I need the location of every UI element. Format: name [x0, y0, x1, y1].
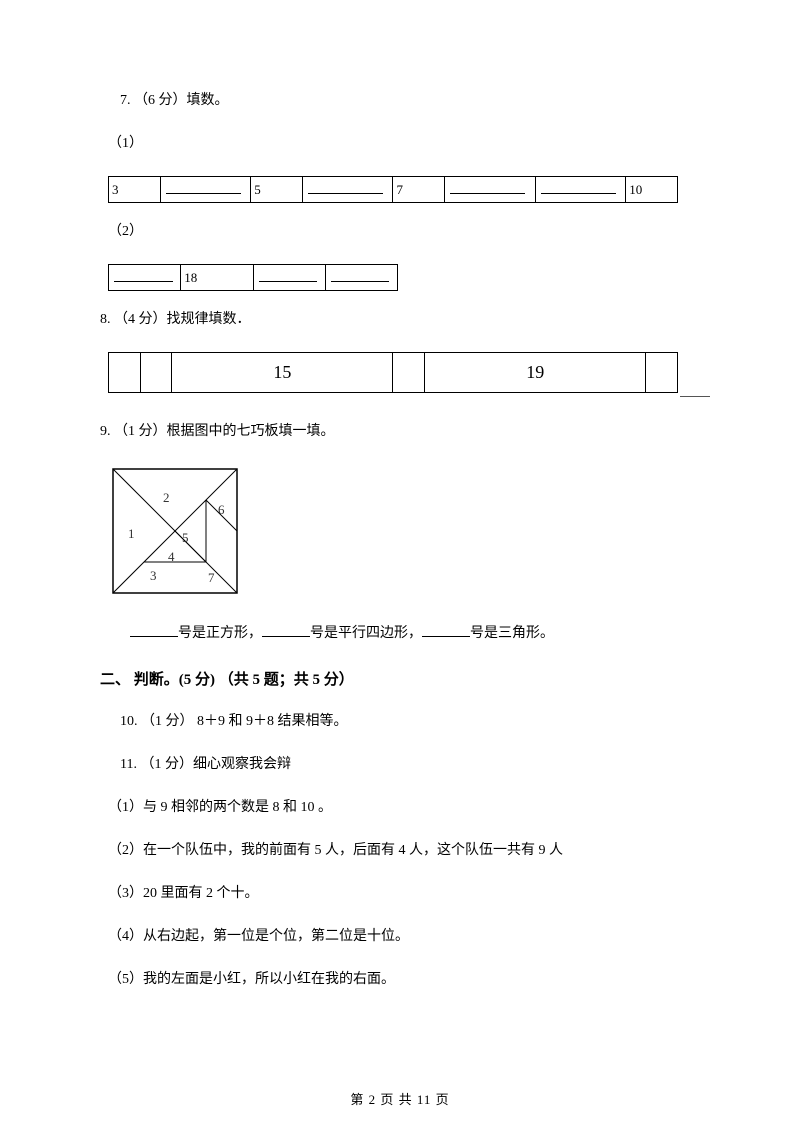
q8-c0[interactable] [109, 353, 141, 393]
q8-c3[interactable] [393, 353, 425, 393]
q7-t1-c0: 3 [109, 177, 161, 203]
q7-t1-c1[interactable] [160, 177, 251, 203]
tangram-svg: 1 2 3 4 5 6 7 [108, 464, 242, 598]
svg-text:4: 4 [168, 549, 175, 564]
q8-c4: 19 [425, 353, 646, 393]
svg-text:2: 2 [163, 490, 170, 505]
svg-text:5: 5 [182, 530, 189, 545]
q8-c2: 15 [172, 353, 393, 393]
svg-text:1: 1 [128, 526, 135, 541]
q7-t2-c3[interactable] [325, 265, 397, 291]
q9-blank-3[interactable] [422, 623, 470, 637]
q7-t1-c3[interactable] [302, 177, 393, 203]
q11-sub-5: （5）我的左面是小红，所以小红在我的右面。 [108, 969, 700, 990]
table-row: 3 5 7 10 [109, 177, 678, 203]
q8-c1[interactable] [140, 353, 172, 393]
q7-t2-c2[interactable] [253, 265, 325, 291]
q7-t1-c7: 10 [626, 177, 678, 203]
svg-text:7: 7 [208, 570, 215, 585]
q9-fill-line: 号是正方形， 号是平行四边形， 号是三角形。 [130, 623, 700, 644]
table-row: 18 [109, 265, 398, 291]
q7-t1-c5[interactable] [445, 177, 536, 203]
q7-title: 7. （6 分）填数。 [120, 90, 700, 111]
q11-sub-1: （1）与 9 相邻的两个数是 8 和 10 。 [108, 797, 700, 818]
svg-text:6: 6 [218, 502, 225, 517]
q8-title: 8. （4 分）找规律填数． [100, 309, 700, 330]
page-footer: 第 2 页 共 11 页 [0, 1089, 800, 1108]
q11-title: 11. （1 分）细心观察我会辩 [120, 754, 700, 775]
q7-t2-c0[interactable] [109, 265, 181, 291]
q7-table1: 3 5 7 10 [108, 176, 678, 203]
q8-trailing-blank [680, 383, 710, 397]
q9-title: 9. （1 分）根据图中的七巧板填一填。 [100, 421, 700, 442]
section-2-header: 二、 判断。(5 分) （共 5 题；共 5 分） [100, 668, 700, 689]
tangram-figure: 1 2 3 4 5 6 7 [108, 464, 700, 603]
table-row: 15 19 [109, 353, 678, 393]
q7-t1-c4: 7 [393, 177, 445, 203]
q9-blank-1[interactable] [130, 623, 178, 637]
q7-t1-c2: 5 [251, 177, 303, 203]
q11-sub-4: （4）从右边起，第一位是个位，第二位是十位。 [108, 926, 700, 947]
q11-sub-3: （3）20 里面有 2 个十。 [108, 883, 700, 904]
q11-sub-2: （2）在一个队伍中，我的前面有 5 人，后面有 4 人，这个队伍一共有 9 人 [108, 840, 700, 861]
q9-text-1: 号是正方形， [178, 626, 262, 641]
q8-c5[interactable] [646, 353, 678, 393]
q8-table: 15 19 [108, 352, 678, 393]
svg-text:3: 3 [150, 568, 157, 583]
q9-text-2: 号是平行四边形， [310, 626, 422, 641]
q7-table2: 18 [108, 264, 398, 291]
q9-text-3: 号是三角形。 [470, 626, 554, 641]
q7-sub2: （2） [108, 221, 700, 242]
q9-blank-2[interactable] [262, 623, 310, 637]
q10: 10. （1 分） 8＋9 和 9＋8 结果相等。 [120, 711, 700, 732]
q7-sub1: （1） [108, 133, 700, 154]
q7-t2-c1: 18 [181, 265, 253, 291]
q7-t1-c6[interactable] [535, 177, 626, 203]
